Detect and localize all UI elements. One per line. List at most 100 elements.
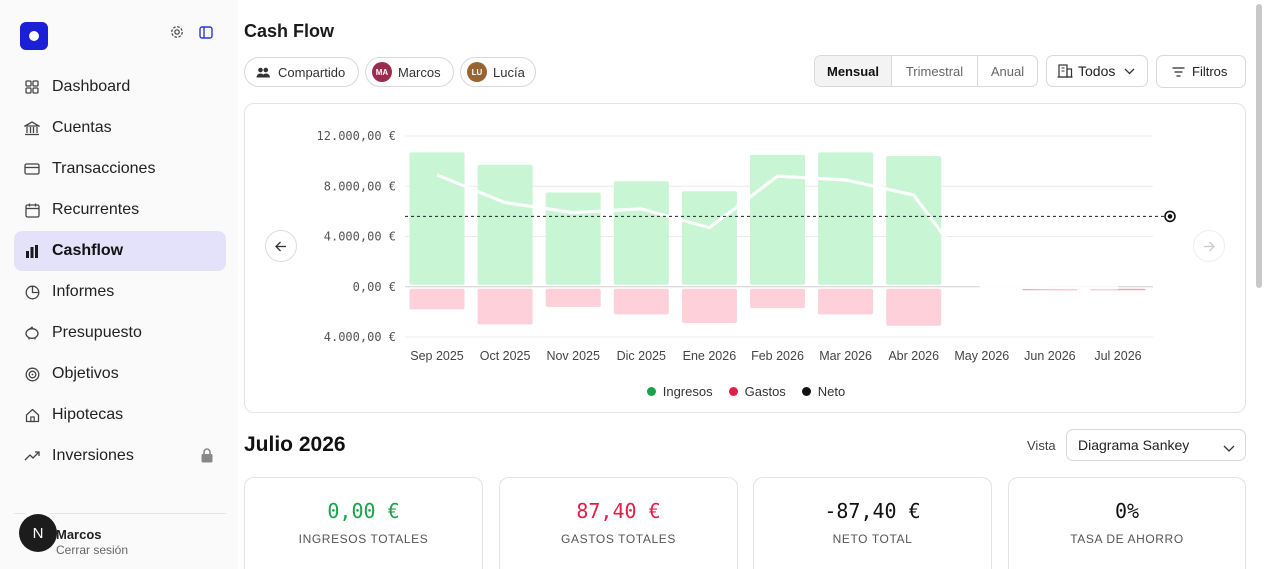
x-tick-label: Nov 2025 — [546, 349, 600, 363]
sidebar-item-label: Hipotecas — [52, 406, 124, 423]
legend-dot-gastos — [728, 387, 738, 396]
x-tick-label: Jul 2026 — [1094, 349, 1141, 363]
period-trimestral-button[interactable]: Trimestral — [892, 56, 978, 86]
accounts-dropdown[interactable]: Todos — [1046, 55, 1148, 87]
filter-lines-icon — [1172, 66, 1185, 77]
bar-gastos — [750, 288, 805, 309]
x-tick-label: Sep 2025 — [410, 349, 464, 363]
building-icon — [1057, 64, 1073, 78]
vista-select[interactable]: Diagrama Sankey — [1066, 429, 1246, 461]
sidebar-item-label: Inversiones — [52, 447, 134, 464]
sidebar-item-recurrentes[interactable]: Recurrentes — [14, 190, 226, 230]
chart-next-button[interactable] — [1193, 230, 1225, 262]
bar-ingresos — [681, 191, 737, 285]
period-segmented-control: Mensual Trimestral Anual — [814, 55, 1038, 87]
bar-ingresos — [545, 192, 601, 285]
avatar-ma: MA — [372, 62, 392, 82]
cashflow-chart: 12.000,00 € 8.000,00 € 4.000,00 € 0,00 € 4.0… — [317, 129, 1176, 363]
legend-label: Ingresos — [662, 384, 713, 399]
arrow-right-icon — [1203, 241, 1215, 252]
avatar-lu: LU — [467, 62, 487, 82]
bar-ingresos — [409, 152, 465, 285]
bar-ingresos — [750, 154, 805, 285]
pill-label: Compartido — [278, 64, 346, 80]
legend-item-gastos[interactable]: Gastos — [728, 384, 786, 399]
sidebar-item-cashflow[interactable]: Cashflow — [14, 231, 226, 271]
sidebar-item-dashboard[interactable]: Dashboard — [14, 67, 226, 107]
logout-link[interactable]: Cerrar sesión — [56, 543, 129, 557]
legend-item-neto[interactable]: Neto — [801, 384, 846, 399]
lock-icon — [200, 448, 214, 468]
filter-pill-compartido[interactable]: Compartido — [244, 57, 359, 87]
filter-pill-lucia[interactable]: LU Lucía — [460, 57, 536, 87]
legend-item-ingresos[interactable]: Ingresos — [646, 384, 713, 399]
target-icon — [24, 366, 40, 382]
vista-label: Vista — [1027, 438, 1056, 453]
bar-ingresos — [613, 181, 669, 285]
accounts-label: Todos — [1078, 63, 1116, 79]
bar-ingresos — [886, 156, 942, 285]
sidebar-item-cuentas[interactable]: Cuentas — [14, 108, 226, 148]
filters-label: Filtros — [1192, 64, 1228, 79]
x-tick-label: Feb 2026 — [751, 349, 804, 363]
sidebar-item-objetivos[interactable]: Objetivos — [14, 354, 226, 394]
vista-value: Diagrama Sankey — [1078, 437, 1190, 453]
stat-card-neto: -87,40 € NETO TOTAL — [753, 477, 992, 569]
sidebar-item-label: Transacciones — [52, 160, 156, 177]
sidebar-item-label: Recurrentes — [52, 201, 140, 218]
y-tick-label: 0,00 € — [353, 280, 396, 294]
stat-label: TASA DE AHORRO — [1070, 532, 1184, 546]
x-tick-label: Ene 2026 — [683, 349, 737, 363]
sidebar-item-label: Cashflow — [52, 242, 124, 259]
stat-value: 87,40 € — [576, 499, 661, 523]
pill-label: Lucía — [493, 64, 525, 80]
y-tick-label: 4.000,00 € — [324, 330, 396, 344]
bar-gastos — [613, 288, 669, 315]
app-logo[interactable] — [20, 22, 48, 50]
average-marker-inner — [1167, 214, 1173, 219]
x-tick-label: May 2026 — [954, 349, 1009, 363]
stat-card-gastos: 87,40 € GASTOS TOTALES — [499, 477, 738, 569]
filter-pill-marcos[interactable]: MA Marcos — [365, 57, 454, 87]
stat-label: NETO TOTAL — [832, 532, 913, 546]
x-tick-label: Oct 2025 — [480, 349, 531, 363]
chevron-down-icon — [1124, 68, 1135, 75]
period-mensual-button[interactable]: Mensual — [815, 56, 892, 86]
legend-label: Gastos — [744, 384, 786, 399]
bar-chart-icon — [24, 243, 40, 259]
sidebar-item-label: Presupuesto — [52, 324, 142, 341]
bar-gastos — [886, 288, 942, 326]
y-tick-label: 4.000,00 € — [324, 230, 396, 244]
filters-button[interactable]: Filtros — [1156, 55, 1246, 88]
legend-label: Neto — [817, 384, 846, 399]
chart-prev-button[interactable] — [265, 230, 297, 262]
page-title: Cash Flow — [244, 21, 335, 41]
period-anual-button[interactable]: Anual — [990, 63, 1025, 79]
user-name: Marcos — [56, 527, 102, 542]
x-tick-label: Mar 2026 — [819, 349, 872, 363]
bar-ingresos — [818, 152, 874, 285]
users-icon — [256, 67, 270, 78]
sidebar-item-transacciones[interactable]: Transacciones — [14, 149, 226, 189]
stat-value: 0% — [1114, 499, 1140, 523]
bank-icon — [24, 120, 40, 136]
sidebar-toggle-icon[interactable] — [198, 24, 214, 40]
dashboard-icon — [24, 79, 40, 95]
chevron-down-icon — [1223, 440, 1235, 456]
sidebar: Dashboard Cuentas Transacciones Recurren… — [0, 0, 238, 569]
avatar[interactable]: N — [19, 514, 57, 552]
y-tick-label: 8.000,00 € — [324, 179, 396, 193]
sidebar-item-hipotecas[interactable]: Hipotecas — [14, 395, 226, 435]
arrow-left-icon — [275, 241, 287, 252]
bar-gastos — [818, 288, 874, 315]
settings-gear-icon[interactable] — [169, 24, 185, 40]
stat-card-ingresos: 0,00 € INGRESOS TOTALES — [244, 477, 483, 569]
trending-up-icon — [24, 448, 40, 464]
page-scrollbar[interactable] — [1256, 4, 1262, 288]
sidebar-item-inversiones[interactable]: Inversiones — [14, 436, 226, 476]
pill-label: Marcos — [398, 64, 441, 80]
legend-dot-neto — [801, 387, 811, 396]
sidebar-item-informes[interactable]: Informes — [14, 272, 226, 312]
sidebar-item-presupuesto[interactable]: Presupuesto — [14, 313, 226, 353]
